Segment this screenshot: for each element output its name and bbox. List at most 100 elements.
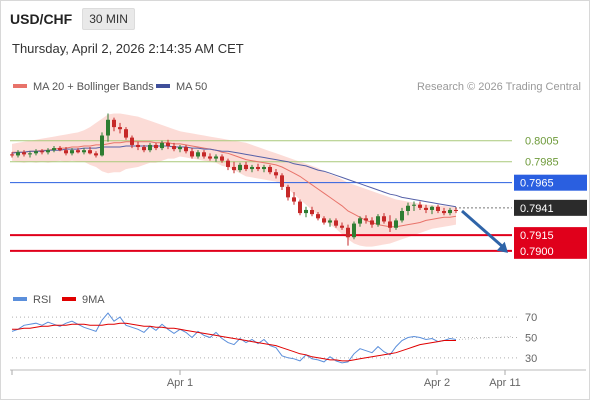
candle	[412, 204, 416, 206]
candle	[334, 220, 338, 226]
candle	[70, 150, 74, 154]
candle	[52, 148, 56, 151]
candle	[436, 206, 440, 211]
rsi-tick-label: 50	[525, 332, 537, 344]
projection-arrow-head	[496, 241, 508, 253]
candle	[184, 147, 188, 152]
time-axis-ticks: Apr 1 Apr 2 Apr 11	[11, 370, 521, 389]
rsi-tick-label: 30	[525, 353, 537, 365]
time-tick-label: Apr 1	[167, 377, 193, 389]
candle	[352, 223, 356, 238]
candle	[202, 152, 206, 157]
symbol-label: USD/CHF	[10, 11, 73, 27]
candle	[16, 152, 20, 156]
candle	[154, 144, 158, 149]
candle	[190, 151, 194, 157]
candle	[310, 209, 314, 215]
timeframe-button[interactable]: 30 MIN	[82, 8, 135, 30]
candle	[382, 216, 386, 222]
candle	[286, 186, 290, 198]
candle	[28, 153, 32, 155]
candle	[280, 175, 284, 187]
candle	[448, 209, 452, 214]
candle	[106, 119, 110, 136]
candle	[442, 210, 446, 214]
candle	[346, 227, 350, 238]
candle	[232, 166, 236, 171]
candle	[250, 166, 254, 170]
candle	[364, 218, 368, 221]
candle	[46, 150, 50, 153]
candle	[430, 206, 434, 210]
candle	[274, 172, 278, 176]
level-label-resistance-2: 0.8005	[525, 136, 559, 148]
candle	[226, 160, 230, 167]
level-label-resistance-1: 0.7985	[525, 157, 559, 169]
candle	[328, 220, 332, 223]
ma20-line	[12, 141, 457, 228]
candle	[304, 209, 308, 214]
rsi-ma-line	[12, 322, 456, 362]
candle	[112, 119, 116, 128]
legend-9ma: 9MA	[82, 294, 105, 306]
level-tag-current	[514, 199, 587, 216]
timestamp: Thursday, April 2, 2026 2:14:35 AM CET	[12, 41, 244, 56]
price-panel: 0.8005 0.7985 0.7965 0.7941 0.7915 0.7900	[10, 113, 587, 259]
candle	[340, 225, 344, 228]
candle	[172, 145, 176, 150]
candle	[322, 218, 326, 223]
candle	[256, 166, 260, 170]
candle	[76, 150, 80, 153]
level-label-current: 0.7941	[520, 203, 554, 215]
candle	[418, 204, 422, 208]
candle	[208, 156, 212, 159]
candle	[136, 144, 140, 148]
candle	[118, 127, 122, 130]
rsi-tick-label: 70	[525, 312, 537, 324]
watermark: Research © 2026 Trading Central	[417, 81, 581, 93]
candle	[316, 214, 320, 219]
rsi-panel: 70 50 30	[11, 312, 537, 365]
candle	[130, 137, 134, 145]
level-label-pivot: 0.7965	[520, 178, 554, 190]
candle	[178, 147, 182, 150]
candle	[358, 218, 362, 224]
candle	[454, 209, 458, 211]
candle	[220, 156, 224, 161]
candle	[238, 164, 242, 171]
level-tag-support-1	[514, 227, 587, 244]
candle	[214, 156, 218, 159]
candle	[292, 197, 296, 202]
ma50-line	[11, 145, 457, 208]
candle	[142, 147, 146, 151]
candle	[424, 207, 428, 210]
candle	[268, 166, 272, 173]
candle	[400, 210, 404, 221]
candle	[58, 148, 62, 151]
candle	[82, 150, 86, 153]
chart-header: USD/CHF 30 MIN	[10, 8, 135, 30]
candle	[148, 144, 152, 151]
level-tag-support-2	[514, 242, 587, 259]
candle	[244, 164, 248, 170]
candle	[94, 153, 98, 156]
candle	[160, 142, 164, 149]
candle	[88, 150, 92, 154]
legend-rsi: RSI	[33, 294, 51, 306]
level-label-support-1: 0.7915	[520, 230, 554, 242]
candle	[22, 152, 26, 155]
rsi-projection	[458, 336, 513, 341]
time-tick-label: Apr 11	[489, 377, 521, 389]
candle	[124, 129, 128, 138]
legend-ma50: MA 50	[176, 81, 207, 93]
candle	[370, 220, 374, 225]
rsi-line	[11, 312, 457, 364]
time-tick-label: Apr 2	[424, 377, 450, 389]
candle	[388, 221, 392, 228]
projection-arrow-shaft	[461, 209, 505, 250]
candle	[394, 220, 398, 228]
candle	[34, 151, 38, 154]
level-tag-pivot	[514, 174, 587, 191]
candle	[10, 154, 14, 156]
